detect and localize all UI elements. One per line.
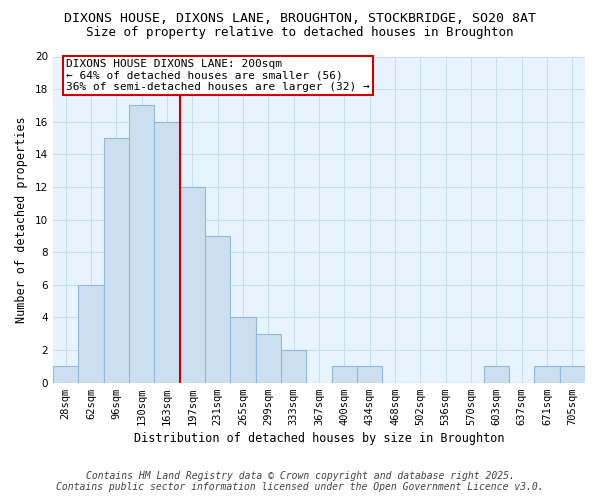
Bar: [484, 366, 509, 382]
Bar: [154, 122, 180, 382]
Text: DIXONS HOUSE, DIXONS LANE, BROUGHTON, STOCKBRIDGE, SO20 8AT: DIXONS HOUSE, DIXONS LANE, BROUGHTON, ST…: [64, 12, 536, 26]
Bar: [104, 138, 129, 382]
Bar: [129, 106, 154, 382]
Bar: [357, 366, 382, 382]
Bar: [205, 236, 230, 382]
Bar: [79, 285, 104, 382]
Bar: [560, 366, 585, 382]
Text: Contains HM Land Registry data © Crown copyright and database right 2025.
Contai: Contains HM Land Registry data © Crown c…: [56, 471, 544, 492]
Y-axis label: Number of detached properties: Number of detached properties: [15, 116, 28, 323]
Bar: [535, 366, 560, 382]
Bar: [256, 334, 281, 382]
Text: Size of property relative to detached houses in Broughton: Size of property relative to detached ho…: [86, 26, 514, 39]
Bar: [332, 366, 357, 382]
Bar: [230, 318, 256, 382]
X-axis label: Distribution of detached houses by size in Broughton: Distribution of detached houses by size …: [134, 432, 504, 445]
Bar: [53, 366, 79, 382]
Text: DIXONS HOUSE DIXONS LANE: 200sqm
← 64% of detached houses are smaller (56)
36% o: DIXONS HOUSE DIXONS LANE: 200sqm ← 64% o…: [66, 59, 370, 92]
Bar: [180, 187, 205, 382]
Bar: [281, 350, 307, 382]
